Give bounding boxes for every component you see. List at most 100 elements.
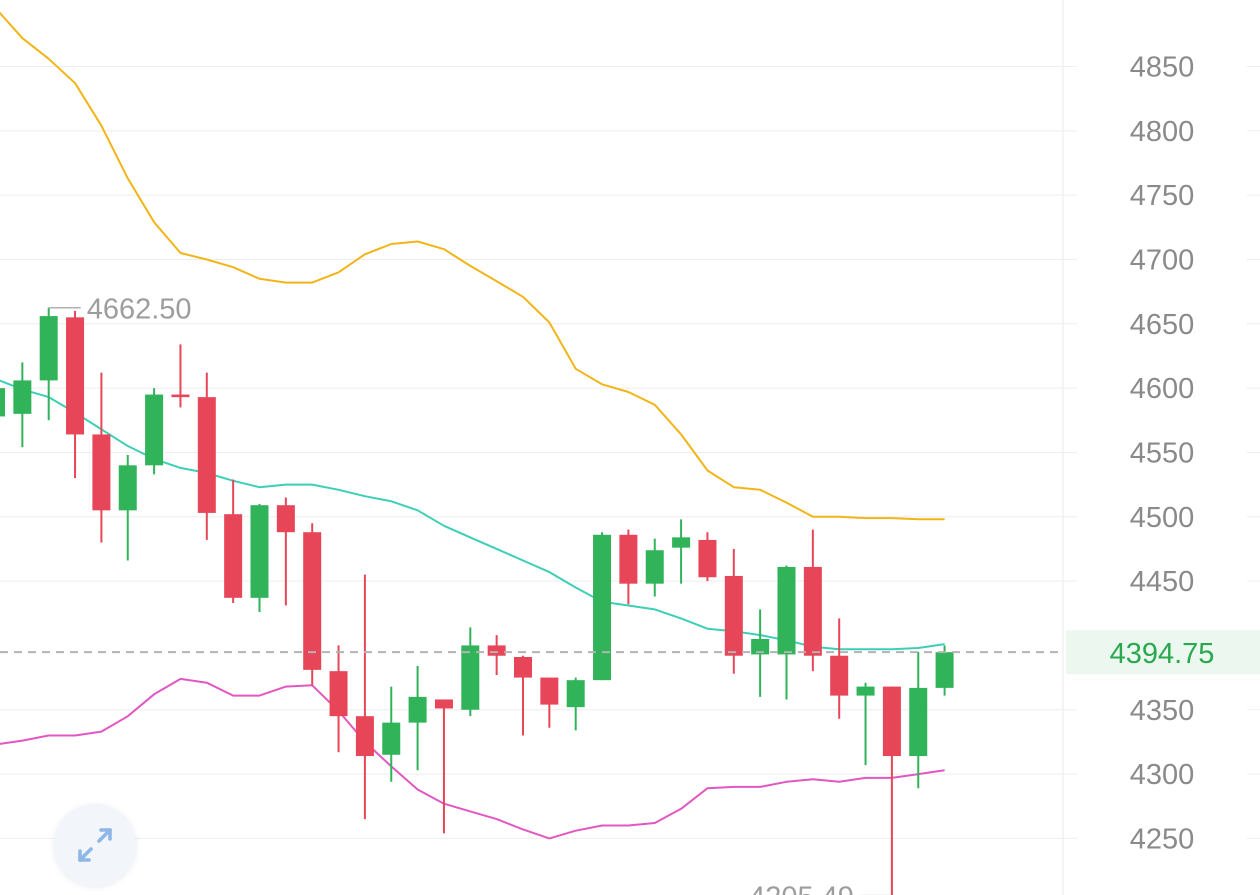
candle-body[interactable] [408, 696, 427, 723]
candle-down[interactable] [276, 497, 295, 606]
candle-up[interactable] [145, 388, 164, 475]
candle-down[interactable] [171, 344, 190, 408]
candle-body[interactable] [830, 655, 849, 696]
candle-body[interactable] [276, 505, 295, 533]
high-low-annotations: 4662.50 4205.49 [48, 294, 892, 895]
candle-down[interactable] [619, 529, 638, 605]
candle-down[interactable] [434, 699, 453, 834]
candle-up[interactable] [777, 565, 796, 700]
y-tick-label: 4800 [1130, 116, 1195, 148]
y-tick-label: 4850 [1130, 52, 1195, 84]
candle-up[interactable] [382, 686, 401, 782]
candle-body[interactable] [329, 671, 348, 717]
candle-body[interactable] [935, 652, 954, 688]
candle-body[interactable] [92, 434, 111, 511]
candle-body[interactable] [540, 677, 559, 705]
candle-body[interactable] [619, 534, 638, 584]
candle-body[interactable] [672, 537, 691, 548]
bollinger-bands [0, 11, 945, 840]
candle-up[interactable] [39, 307, 58, 421]
candle-body[interactable] [197, 397, 216, 513]
candle-up[interactable] [566, 677, 585, 731]
candle-body[interactable] [882, 686, 901, 757]
candle-body[interactable] [250, 505, 269, 598]
candle-body[interactable] [39, 316, 58, 381]
candle-down[interactable] [224, 479, 243, 603]
y-tick-label: 4650 [1130, 309, 1195, 341]
candles[interactable] [0, 307, 954, 895]
candle-body[interactable] [355, 716, 374, 757]
candle-down[interactable] [197, 372, 216, 540]
candle-down[interactable] [303, 523, 322, 686]
candle-body[interactable] [777, 566, 796, 655]
candle-up[interactable] [0, 386, 5, 417]
current-price-badge-bg [1066, 630, 1260, 675]
candle-up[interactable] [250, 503, 269, 612]
candle-body[interactable] [856, 686, 875, 696]
candle-body[interactable] [0, 388, 5, 417]
candle-up[interactable] [118, 455, 137, 561]
candle-body[interactable] [66, 317, 85, 435]
candle-down[interactable] [514, 655, 532, 736]
candle-body[interactable] [487, 645, 506, 656]
current-price-label: 4394.75 [1110, 638, 1215, 670]
candle-body[interactable] [909, 687, 928, 757]
candle-body[interactable] [224, 514, 243, 598]
middle-band-line [0, 379, 945, 651]
y-tick-label: 4500 [1130, 502, 1195, 534]
candle-down[interactable] [698, 532, 717, 582]
y-tick-label: 4300 [1130, 759, 1195, 791]
y-tick-label: 4600 [1130, 373, 1195, 405]
y-tick-label: 4550 [1130, 437, 1195, 469]
candle-down[interactable] [724, 548, 743, 674]
candle-body[interactable] [724, 575, 743, 656]
candle-body[interactable] [13, 380, 32, 414]
candle-body[interactable] [593, 534, 612, 681]
y-tick-label: 4750 [1130, 180, 1195, 212]
candle-down[interactable] [487, 635, 506, 676]
y-axis: 4850 4800 4750 4700 4650 4600 4550 4500 4450 4350… [1130, 52, 1195, 856]
candle-body[interactable] [803, 566, 822, 656]
candle-body[interactable] [382, 722, 401, 755]
candle-down[interactable] [540, 677, 559, 728]
candle-body[interactable] [461, 645, 480, 710]
y-tick-label: 4250 [1130, 823, 1195, 855]
candle-up[interactable] [645, 538, 664, 597]
candle-up[interactable] [408, 666, 427, 771]
expand-arrows-icon [78, 828, 112, 862]
candle-body[interactable] [118, 465, 137, 511]
y-tick-label: 4450 [1130, 566, 1195, 598]
candle-up[interactable] [461, 627, 480, 717]
candle-down[interactable] [355, 574, 374, 820]
candle-body[interactable] [434, 699, 453, 709]
candle-body[interactable] [145, 394, 164, 466]
candle-body[interactable] [171, 394, 190, 398]
lower-band-line [0, 677, 945, 840]
candle-down[interactable] [66, 310, 85, 479]
high-price-label: 4662.50 [87, 294, 192, 326]
candle-body[interactable] [303, 532, 322, 670]
y-tick-label: 4350 [1130, 695, 1195, 727]
candle-down[interactable] [92, 372, 111, 543]
grid-lines [0, 66, 1260, 839]
candle-down[interactable] [830, 618, 849, 719]
candle-up[interactable] [909, 651, 928, 789]
expand-button[interactable] [54, 804, 136, 886]
candle-body[interactable] [566, 680, 585, 708]
candle-up[interactable] [856, 682, 875, 766]
candle-up[interactable] [593, 532, 612, 681]
candle-up[interactable] [672, 519, 691, 584]
candle-down[interactable] [882, 686, 901, 895]
candle-down[interactable] [329, 645, 348, 753]
low-price-label: 4205.49 [749, 882, 854, 895]
candle-down[interactable] [803, 529, 822, 672]
upper-band-line [0, 11, 945, 521]
candle-body[interactable] [514, 657, 532, 678]
current-price-badge: 4394.75 [1066, 630, 1260, 675]
candle-body[interactable] [645, 550, 664, 584]
candle-body[interactable] [698, 539, 717, 578]
candle-body[interactable] [751, 638, 770, 655]
candle-up[interactable] [13, 362, 32, 448]
candle-up[interactable] [935, 645, 954, 696]
